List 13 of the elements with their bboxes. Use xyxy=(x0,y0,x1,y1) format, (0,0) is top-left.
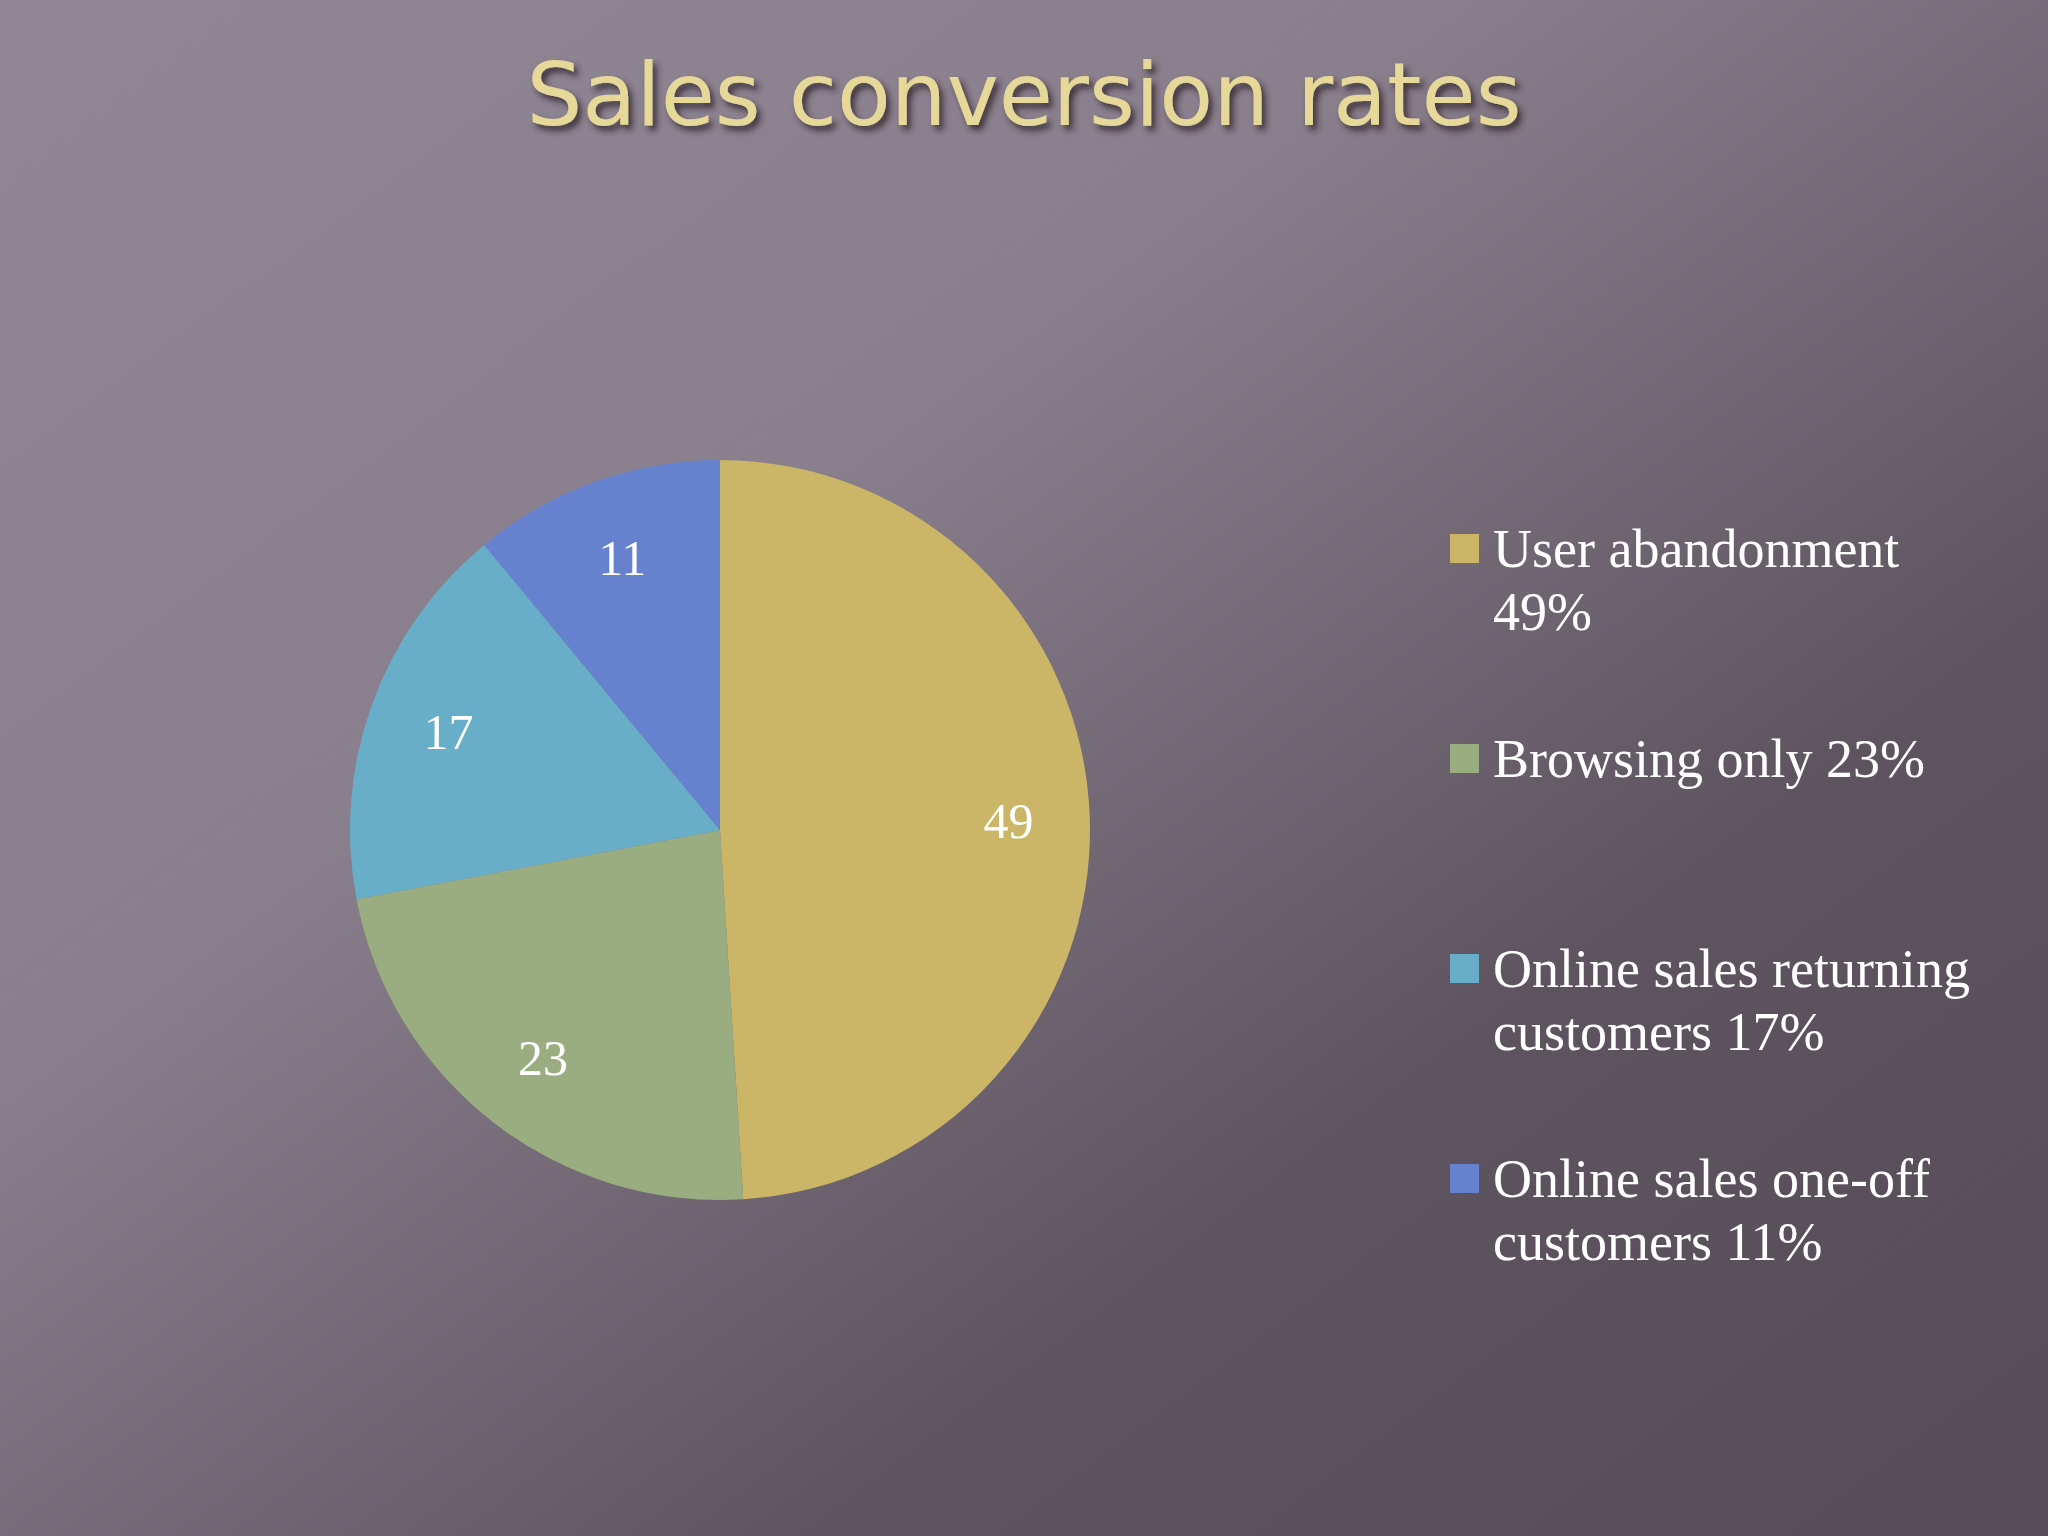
legend-label: Browsing only 23% xyxy=(1493,729,1925,789)
pie-slice xyxy=(720,460,1090,1200)
legend-label: Online sales returning customers 17% xyxy=(1493,939,1970,1062)
data-label: 49 xyxy=(983,792,1034,849)
data-label: 11 xyxy=(598,530,647,587)
legend-label: User abandonment 49% xyxy=(1493,519,1900,642)
legend-label: Online sales one-off customers 11% xyxy=(1493,1149,1930,1272)
pie-slice xyxy=(350,544,720,900)
chart-title: Sales conversion rates xyxy=(526,43,1522,146)
data-label: 23 xyxy=(518,1030,569,1087)
data-label: 17 xyxy=(423,704,474,761)
pie-slice xyxy=(484,460,720,830)
pie-slice xyxy=(356,830,744,1200)
